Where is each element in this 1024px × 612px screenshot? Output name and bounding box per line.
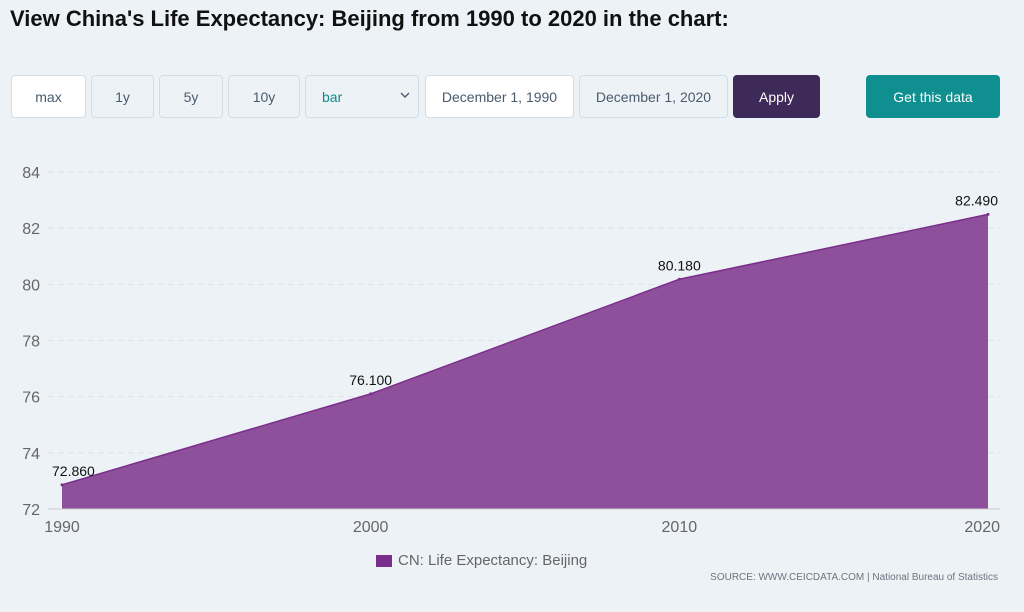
chart-legend[interactable]: CN: Life Expectancy: Beijing [376, 552, 587, 569]
data-point [60, 483, 64, 487]
chevron-down-icon [400, 92, 410, 98]
y-tick-label: 80 [22, 277, 40, 294]
range-max-button[interactable]: max [11, 75, 86, 118]
data-label: 82.490 [955, 192, 998, 208]
y-tick-label: 82 [22, 221, 40, 238]
start-date-input[interactable] [425, 75, 574, 118]
data-point [677, 277, 681, 281]
chart-type-selected-value: bar [322, 88, 343, 105]
x-tick-label: 2010 [662, 519, 698, 536]
y-tick-label: 72 [22, 502, 40, 519]
range-10y-button[interactable]: 10y [228, 75, 300, 118]
y-tick-label: 84 [22, 165, 40, 182]
legend-swatch [376, 554, 392, 567]
chart-type-select[interactable]: bar [305, 75, 419, 118]
x-tick-label: 1990 [44, 519, 80, 536]
data-label: 76.100 [349, 372, 392, 388]
y-tick-label: 74 [22, 446, 40, 463]
end-date-input[interactable] [579, 75, 728, 118]
series-area [62, 214, 988, 509]
data-label: 72.860 [52, 463, 95, 479]
page-title: View China's Life Expectancy: Beijing fr… [10, 6, 729, 31]
range-1y-button[interactable]: 1y [91, 75, 154, 118]
get-this-data-button[interactable]: Get this data [866, 75, 1000, 118]
legend-label: CN: Life Expectancy: Beijing [398, 552, 588, 569]
x-tick-label: 2000 [353, 519, 389, 536]
data-point [369, 392, 373, 396]
y-tick-label: 76 [22, 390, 40, 407]
data-point [986, 212, 990, 216]
x-tick-label: 2020 [964, 519, 1000, 536]
data-label: 80.180 [658, 257, 701, 273]
range-5y-button[interactable]: 5y [159, 75, 223, 118]
y-tick-label: 78 [22, 334, 40, 351]
apply-button[interactable]: Apply [733, 75, 820, 118]
life-expectancy-chart: 72 74 76 78 80 82 84 72.860 76.100 80.180 82.490 19… [22, 165, 1000, 536]
source-footnote: SOURCE: WWW.CEICDATA.COM | National Bure… [710, 572, 998, 583]
series-line [61, 213, 989, 486]
